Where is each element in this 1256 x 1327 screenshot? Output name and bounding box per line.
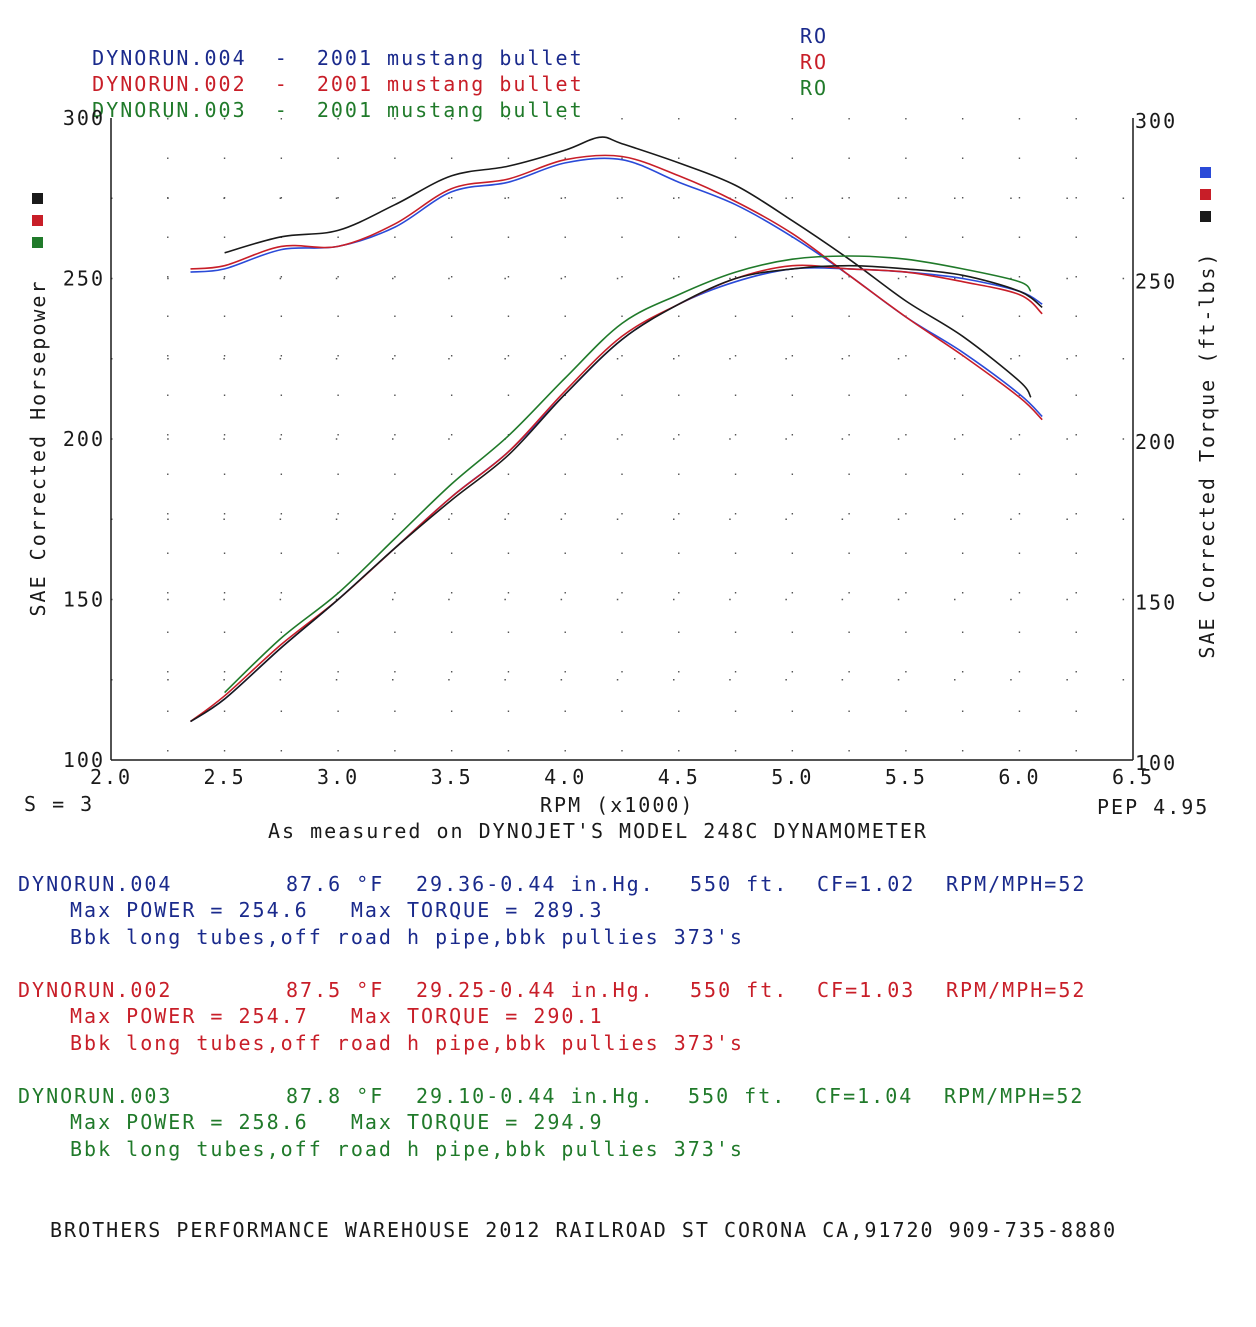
series-line-torque-red (190, 154, 1043, 421)
x-tick-label: 4.5 (658, 765, 700, 789)
x-tick-label: 6.0 (998, 765, 1040, 789)
smoothing-label: S = 3 (24, 792, 95, 816)
y-tick-label-right: 200 (1135, 430, 1177, 454)
x-tick-label: 3.0 (317, 765, 359, 789)
header-run-flag: RO (800, 76, 829, 100)
run-name: DYNORUN.004 (18, 872, 173, 896)
run-cf: CF=1.02 (817, 872, 916, 896)
x-tick-label: 3.5 (431, 765, 473, 789)
run-baro: 29.36-0.44 in.Hg. (416, 872, 655, 896)
y-tick-label-left: 250 (63, 267, 105, 291)
run-name: DYNORUN.002 (18, 978, 173, 1002)
y-tick-label-right: 250 (1135, 270, 1177, 294)
pep-label: PEP 4.95 (1097, 795, 1210, 819)
run-baro: 29.10-0.44 in.Hg. (416, 1084, 655, 1108)
run-note: Bbk long tubes,off road h pipe,bbk pulli… (70, 1031, 744, 1055)
left-axis-title: SAE Corrected Horsepower (26, 279, 50, 617)
y-tick-label-right: 300 (1135, 109, 1177, 133)
y-tick-label-right: 100 (1135, 751, 1177, 775)
x-tick-label: 6.5 (1112, 765, 1154, 789)
y-tick-label-left: 200 (63, 427, 105, 451)
x-tick-label: 4.0 (544, 765, 586, 789)
header-run-flag: RO (800, 50, 829, 74)
y-tick-label-left: 100 (63, 748, 105, 772)
run-cf: CF=1.03 (817, 978, 916, 1002)
x-tick-label: 2.5 (203, 765, 245, 789)
run-max-line: Max POWER = 254.6 Max TORQUE = 289.3 (70, 898, 604, 922)
y-tick-label-right: 150 (1135, 591, 1177, 615)
header-run-004: DYNORUN.004 - 2001 mustang bullet (92, 46, 584, 70)
header-run-desc: 2001 mustang bullet (316, 98, 584, 122)
x-tick-label: 5.5 (885, 765, 927, 789)
header-run-flag: RO (800, 24, 829, 48)
y-tick-label-left: 150 (63, 588, 105, 612)
right-axis-title: SAE Corrected Torque (ft-lbs) (1195, 251, 1219, 659)
run-name: DYNORUN.003 (18, 1084, 173, 1108)
legend-swatch-right (1200, 167, 1211, 178)
measured-note: As measured on DYNOJET'S MODEL 248C DYNA… (268, 819, 928, 843)
run-temp: 87.6 °F (286, 872, 385, 896)
run-temp: 87.5 °F (286, 978, 385, 1002)
header-run-002: DYNORUN.002 - 2001 mustang bullet (92, 72, 584, 96)
series-line-power-blue (190, 266, 1043, 723)
x-axis-title: RPM (x1000) (540, 793, 695, 817)
header-run-name: DYNORUN.004 (92, 46, 247, 70)
shop-footer: BROTHERS PERFORMANCE WAREHOUSE 2012 RAIL… (50, 1218, 1118, 1242)
header-run-desc: 2001 mustang bullet (316, 72, 584, 96)
legend-swatch-left (32, 237, 43, 248)
x-tick-label: 2.0 (90, 765, 132, 789)
series-line-torque-blue (190, 157, 1043, 418)
series-line-torque-black (224, 136, 1032, 398)
run-alt: 550 ft. (688, 1084, 787, 1108)
run-rpmmph: RPM/MPH=52 (944, 1084, 1085, 1108)
header-run-003: DYNORUN.003 - 2001 mustang bullet (92, 98, 584, 122)
run-temp: 87.8 °F (286, 1084, 385, 1108)
run-alt: 550 ft. (690, 978, 789, 1002)
legend-swatch-left (32, 215, 43, 226)
header-run-name: DYNORUN.002 (92, 72, 247, 96)
header-run-desc: 2001 mustang bullet (316, 46, 584, 70)
run-max-line: Max POWER = 258.6 Max TORQUE = 294.9 (70, 1110, 604, 1134)
x-tick-label: 5.0 (771, 765, 813, 789)
run-rpmmph: RPM/MPH=52 (946, 872, 1087, 896)
run-baro: 29.25-0.44 in.Hg. (416, 978, 655, 1002)
series-line-power-red (190, 264, 1043, 723)
run-alt: 550 ft. (690, 872, 789, 896)
series-line-power-green (224, 255, 1032, 694)
run-rpmmph: RPM/MPH=52 (946, 978, 1087, 1002)
series-line-power-black (190, 264, 1043, 723)
y-tick-label-left: 300 (63, 106, 105, 130)
legend-swatch-right (1200, 211, 1211, 222)
legend-swatch-right (1200, 189, 1211, 200)
run-cf: CF=1.04 (815, 1084, 914, 1108)
legend-swatch-left (32, 193, 43, 204)
run-note: Bbk long tubes,off road h pipe,bbk pulli… (70, 925, 744, 949)
run-max-line: Max POWER = 254.7 Max TORQUE = 290.1 (70, 1004, 604, 1028)
run-note: Bbk long tubes,off road h pipe,bbk pulli… (70, 1137, 744, 1161)
